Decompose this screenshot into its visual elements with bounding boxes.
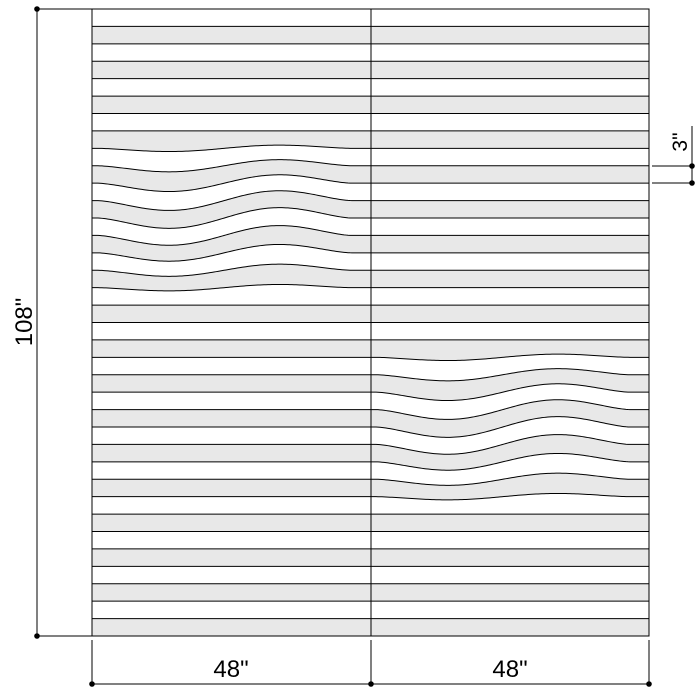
width-dot-left <box>89 681 95 687</box>
height-dot-top <box>34 6 40 12</box>
height-dimension: 108" <box>11 6 92 639</box>
stripe-label: 3" <box>669 132 692 151</box>
height-dot-bottom <box>34 633 40 639</box>
stripe-dot-top <box>689 163 695 169</box>
width-left-label: 48" <box>213 656 248 683</box>
stripe-dot-bottom <box>689 180 695 186</box>
height-label: 108" <box>11 298 38 347</box>
stripe-dimension: 3" <box>652 126 695 186</box>
width-dimension: 48" 48" <box>89 640 652 687</box>
width-dot-mid <box>368 681 374 687</box>
width-right-label: 48" <box>492 656 527 683</box>
width-dot-right <box>646 681 652 687</box>
